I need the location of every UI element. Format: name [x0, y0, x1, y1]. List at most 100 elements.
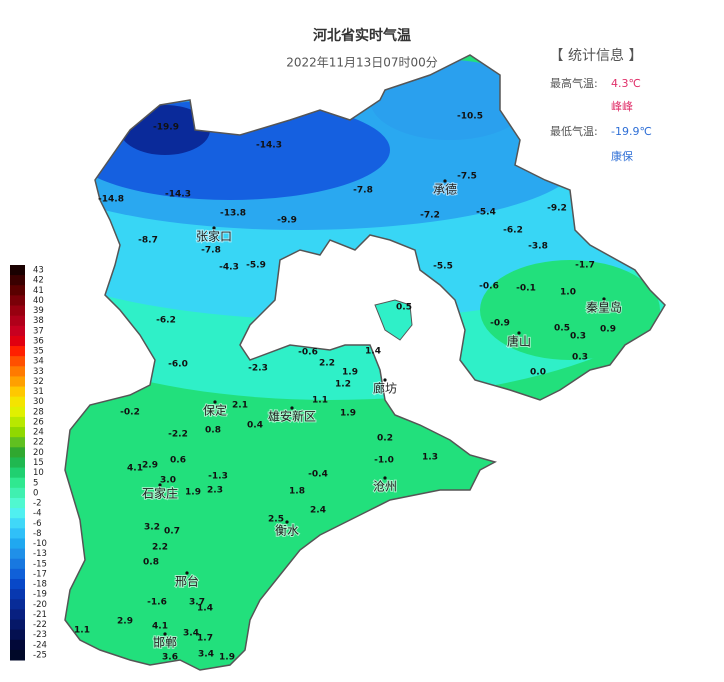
temperature-label: 0.5 [396, 303, 412, 313]
legend-label: -8 [33, 529, 41, 539]
legend-label: -13 [33, 549, 47, 559]
temperature-label: 0.3 [570, 332, 586, 342]
legend-label: 30 [33, 397, 44, 407]
legend-swatch [10, 609, 25, 620]
temperature-label: -14.3 [256, 141, 282, 151]
legend-swatch [10, 558, 25, 570]
legend-swatch [10, 568, 25, 580]
legend-label: 39 [33, 306, 44, 316]
city-name: 雄安新区 [268, 409, 316, 424]
city-dot [602, 297, 606, 301]
temperature-label: -9.9 [277, 216, 297, 226]
legend-label: -4 [33, 509, 41, 519]
city-name: 沧州 [373, 479, 397, 494]
temperature-label: 1.8 [289, 487, 305, 497]
temperature-label: 0.4 [247, 421, 263, 431]
city-dot [158, 483, 162, 487]
temperature-label: 2.4 [310, 506, 326, 516]
legend-swatch [10, 639, 25, 651]
legend-swatch [10, 477, 25, 489]
subtitle: 2022年11月13日07时00分 [286, 56, 438, 70]
temperature-label: -0.6 [298, 348, 318, 358]
legend-label: 33 [33, 367, 44, 377]
temperature-label: 2.9 [142, 461, 158, 471]
temperature-label: -9.2 [547, 204, 567, 214]
temperature-label: 1.9 [185, 488, 201, 498]
temperature-labels: -19.9 -14.3 -14.3 -14.8 -13.8 -9.9 -8.7 -7.8 -4.… [74, 112, 616, 663]
stats-min-station: 康保 [611, 149, 633, 163]
temperature-label: 0.2 [377, 434, 393, 444]
legend-label: 42 [33, 276, 44, 286]
legend-label: 26 [33, 417, 44, 427]
legend-swatch [10, 649, 25, 661]
city-name: 保定 [203, 403, 227, 418]
city-dot [212, 226, 216, 230]
city-name: 秦皇岛 [586, 300, 622, 315]
temperature-label: 3.6 [162, 653, 178, 663]
temperature-label: 1.4 [197, 604, 213, 614]
temperature-label: -5.5 [433, 262, 453, 272]
legend-label: 34 [33, 357, 44, 367]
temperature-label: -7.8 [201, 246, 221, 256]
temperature-label: 1.3 [422, 453, 438, 463]
legend-swatch [10, 315, 25, 327]
city-name: 承德 [433, 182, 457, 197]
temperature-label: -6.0 [168, 360, 188, 370]
temperature-label: -10.5 [457, 112, 483, 122]
temperature-label: -13.8 [220, 209, 246, 219]
temperature-label: 0.3 [572, 353, 588, 363]
temperature-label: -3.8 [528, 242, 548, 252]
temperature-label: 1.4 [365, 347, 381, 357]
temperature-label: 1.1 [74, 626, 90, 636]
temperature-label: -5.9 [246, 261, 266, 271]
legend-swatch [10, 629, 25, 641]
temperature-label: -7.5 [457, 172, 477, 182]
temperature-label: 1.0 [560, 288, 576, 298]
legend-label: 22 [33, 438, 44, 448]
legend-label: 32 [33, 377, 44, 387]
temperature-label: -6.2 [503, 226, 523, 236]
temperature-label: 0.8 [205, 426, 221, 436]
temperature-label: -1.6 [147, 598, 167, 608]
temperature-label: -1.7 [575, 261, 595, 271]
legend-label: -25 [33, 650, 47, 660]
legend-label: 15 [33, 458, 44, 468]
legend-swatch [10, 265, 25, 276]
stats-header: 【 统计信息 】 [550, 47, 643, 64]
legend-label: 10 [33, 468, 44, 478]
city-dot [213, 400, 217, 404]
temperature-label: 2.1 [232, 401, 248, 411]
temperature-label: 0.8 [143, 558, 159, 568]
temperature-label: -0.6 [479, 282, 499, 292]
legend-label: -18 [33, 580, 47, 590]
legend-swatch [10, 386, 25, 398]
temperature-label: -6.2 [156, 316, 176, 326]
temperature-label: 0.0 [530, 368, 546, 378]
legend-label: 5 [33, 478, 38, 488]
temperature-label: 2.3 [207, 486, 223, 496]
temperature-label: 1.9 [342, 368, 358, 378]
temperature-label: 0.5 [554, 324, 570, 334]
legend-swatch [10, 538, 25, 550]
city-dot [443, 179, 447, 183]
temperature-label: -1.0 [374, 456, 394, 466]
legend-label: 36 [33, 336, 44, 346]
legend-swatch [10, 356, 25, 367]
legend-swatch [10, 528, 25, 539]
title: 河北省实时气温 [313, 27, 411, 44]
temperature-label: 2.5 [268, 515, 284, 525]
legend-label: 20 [33, 448, 44, 458]
legend-swatch [10, 325, 25, 337]
legend-label: -23 [33, 630, 47, 640]
legend-swatch [10, 447, 25, 458]
city-dot [163, 632, 167, 636]
temperature-label: 1.9 [219, 653, 235, 663]
legend-swatch [10, 335, 25, 347]
temperature-label: -7.8 [353, 186, 373, 196]
legend-label: 43 [33, 266, 44, 276]
legend-label: 41 [33, 286, 44, 296]
temperature-label: 2.2 [152, 543, 168, 553]
temperature-label: -2.3 [248, 364, 268, 374]
temperature-label: -8.7 [138, 236, 158, 246]
